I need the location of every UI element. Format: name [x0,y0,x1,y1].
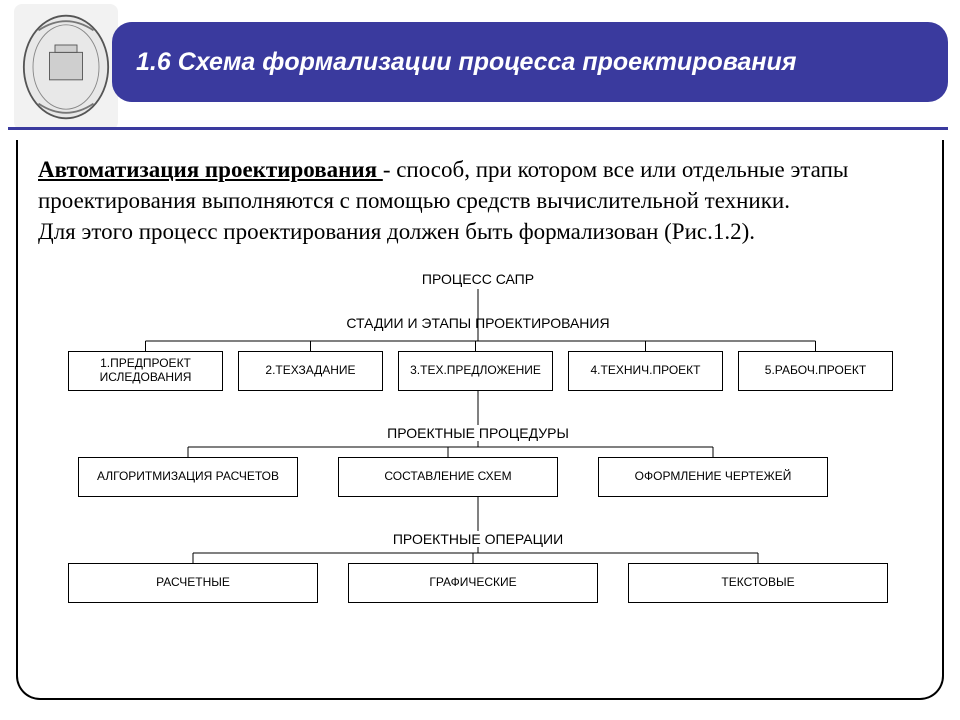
diagram-node: ТЕКСТОВЫЕ [628,563,888,603]
diagram-label: ПРОЦЕСС САПР [422,271,534,287]
diagram-node: ОФОРМЛЕНИЕ ЧЕРТЕЖЕЙ [598,457,828,497]
slide: 1.6 Схема формализации процесса проектир… [0,0,960,720]
diagram-node: 2.ТЕХЗАДАНИЕ [238,351,383,391]
title-band: 1.6 Схема формализации процесса проектир… [112,22,948,102]
intro-line-2: Для этого процесс проектирования должен … [38,219,755,244]
diagram-node: ГРАФИЧЕСКИЕ [348,563,598,603]
diagram-node: 4.ТЕХНИЧ.ПРОЕКТ [568,351,723,391]
institution-seal [14,4,118,130]
diagram-node: СОСТАВЛЕНИЕ СХЕМ [338,457,558,497]
diagram-label: ПРОЕКТНЫЕ ПРОЦЕДУРЫ [387,425,569,441]
content-frame: Автоматизация проектирования - способ, п… [16,140,944,700]
diagram-node: АЛГОРИТМИЗАЦИЯ РАСЧЕТОВ [78,457,298,497]
seal-icon [20,12,112,122]
diagram-node: РАСЧЕТНЫЕ [68,563,318,603]
header-rule [8,127,948,130]
intro-text: Автоматизация проектирования - способ, п… [38,154,922,247]
diagram-node: 5.РАБОЧ.ПРОЕКТ [738,351,893,391]
hierarchy-diagram: ПРОЦЕСС САПР СТАДИИ И ЭТАПЫ ПРОЕКТИРОВАНИ… [38,259,922,619]
diagram-label: ПРОЕКТНЫЕ ОПЕРАЦИИ [393,531,563,547]
diagram-node: 3.ТЕХ.ПРЕДЛОЖЕНИЕ [398,351,553,391]
defined-term: Автоматизация проектирования [38,157,383,182]
diagram-node: 1.ПРЕДПРОЕКТ ИСЛЕДОВАНИЯ [68,351,223,391]
diagram-label: СТАДИИ И ЭТАПЫ ПРОЕКТИРОВАНИЯ [346,315,609,331]
page-title: 1.6 Схема формализации процесса проектир… [136,48,797,77]
